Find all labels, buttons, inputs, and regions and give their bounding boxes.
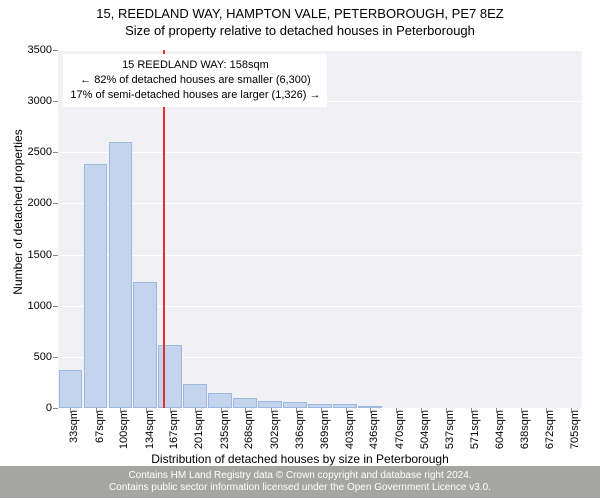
x-tick-label: 336sqm bbox=[294, 410, 306, 449]
x-tick-label: 201sqm bbox=[193, 410, 205, 449]
grid-line bbox=[58, 203, 582, 204]
x-tick-label: 504sqm bbox=[419, 410, 431, 449]
y-tick-label: 0 bbox=[18, 402, 52, 414]
y-tick-mark bbox=[53, 50, 58, 51]
x-axis-label: Distribution of detached houses by size … bbox=[0, 452, 600, 466]
bar bbox=[158, 345, 182, 408]
x-tick-label: 436sqm bbox=[368, 410, 380, 449]
y-tick-label: 2500 bbox=[18, 146, 52, 158]
x-tick-label: 67sqm bbox=[94, 410, 106, 443]
y-tick-label: 1500 bbox=[18, 249, 52, 261]
x-tick-label: 369sqm bbox=[319, 410, 331, 449]
x-tick-label: 672sqm bbox=[544, 410, 556, 449]
bar bbox=[84, 164, 108, 408]
y-tick-label: 3000 bbox=[18, 95, 52, 107]
grid-line bbox=[58, 152, 582, 153]
footer-line: Contains public sector information licen… bbox=[2, 482, 598, 494]
x-tick-label: 33sqm bbox=[68, 410, 80, 443]
x-tick-label: 571sqm bbox=[469, 410, 481, 449]
bar bbox=[133, 282, 157, 408]
y-tick-mark bbox=[53, 357, 58, 358]
plot-area: 050010001500200025003000350033sqm67sqm10… bbox=[58, 50, 582, 408]
x-tick-label: 235sqm bbox=[219, 410, 231, 449]
annotation-line: 17% of semi-detached houses are larger (… bbox=[70, 88, 320, 103]
footer-line: Contains HM Land Registry data © Crown c… bbox=[2, 470, 598, 482]
x-tick-label: 705sqm bbox=[569, 410, 581, 449]
x-tick-label: 604sqm bbox=[494, 410, 506, 449]
x-tick-label: 537sqm bbox=[444, 410, 456, 449]
y-tick-label: 500 bbox=[18, 351, 52, 363]
y-tick-label: 2000 bbox=[18, 197, 52, 209]
annotation-box: 15 REEDLAND WAY: 158sqm ← 82% of detache… bbox=[63, 54, 327, 107]
x-tick-label: 134sqm bbox=[144, 410, 156, 449]
x-tick-label: 167sqm bbox=[168, 410, 180, 449]
bar bbox=[233, 398, 257, 408]
x-tick-label: 403sqm bbox=[344, 410, 356, 449]
bar bbox=[109, 142, 133, 408]
annotation-line: ← 82% of detached houses are smaller (6,… bbox=[70, 73, 320, 88]
y-tick-mark bbox=[53, 255, 58, 256]
bar bbox=[183, 384, 207, 408]
x-tick-label: 100sqm bbox=[118, 410, 130, 449]
y-tick-label: 1000 bbox=[18, 300, 52, 312]
x-tick-label: 302sqm bbox=[269, 410, 281, 449]
y-tick-mark bbox=[53, 408, 58, 409]
bar bbox=[208, 393, 232, 408]
page-subtitle: Size of property relative to detached ho… bbox=[0, 21, 600, 38]
y-tick-mark bbox=[53, 101, 58, 102]
page-title: 15, REEDLAND WAY, HAMPTON VALE, PETERBOR… bbox=[0, 0, 600, 21]
grid-line bbox=[58, 50, 582, 51]
bar bbox=[258, 401, 282, 408]
y-tick-mark bbox=[53, 306, 58, 307]
grid-line bbox=[58, 255, 582, 256]
x-tick-label: 638sqm bbox=[519, 410, 531, 449]
y-tick-mark bbox=[53, 203, 58, 204]
annotation-line: 15 REEDLAND WAY: 158sqm bbox=[70, 58, 320, 73]
y-tick-mark bbox=[53, 152, 58, 153]
y-tick-label: 3500 bbox=[18, 44, 52, 56]
chart-container: 15, REEDLAND WAY, HAMPTON VALE, PETERBOR… bbox=[0, 0, 600, 500]
bar bbox=[59, 370, 83, 408]
footer: Contains HM Land Registry data © Crown c… bbox=[0, 466, 600, 498]
x-tick-label: 470sqm bbox=[394, 410, 406, 449]
x-tick-label: 268sqm bbox=[243, 410, 255, 449]
